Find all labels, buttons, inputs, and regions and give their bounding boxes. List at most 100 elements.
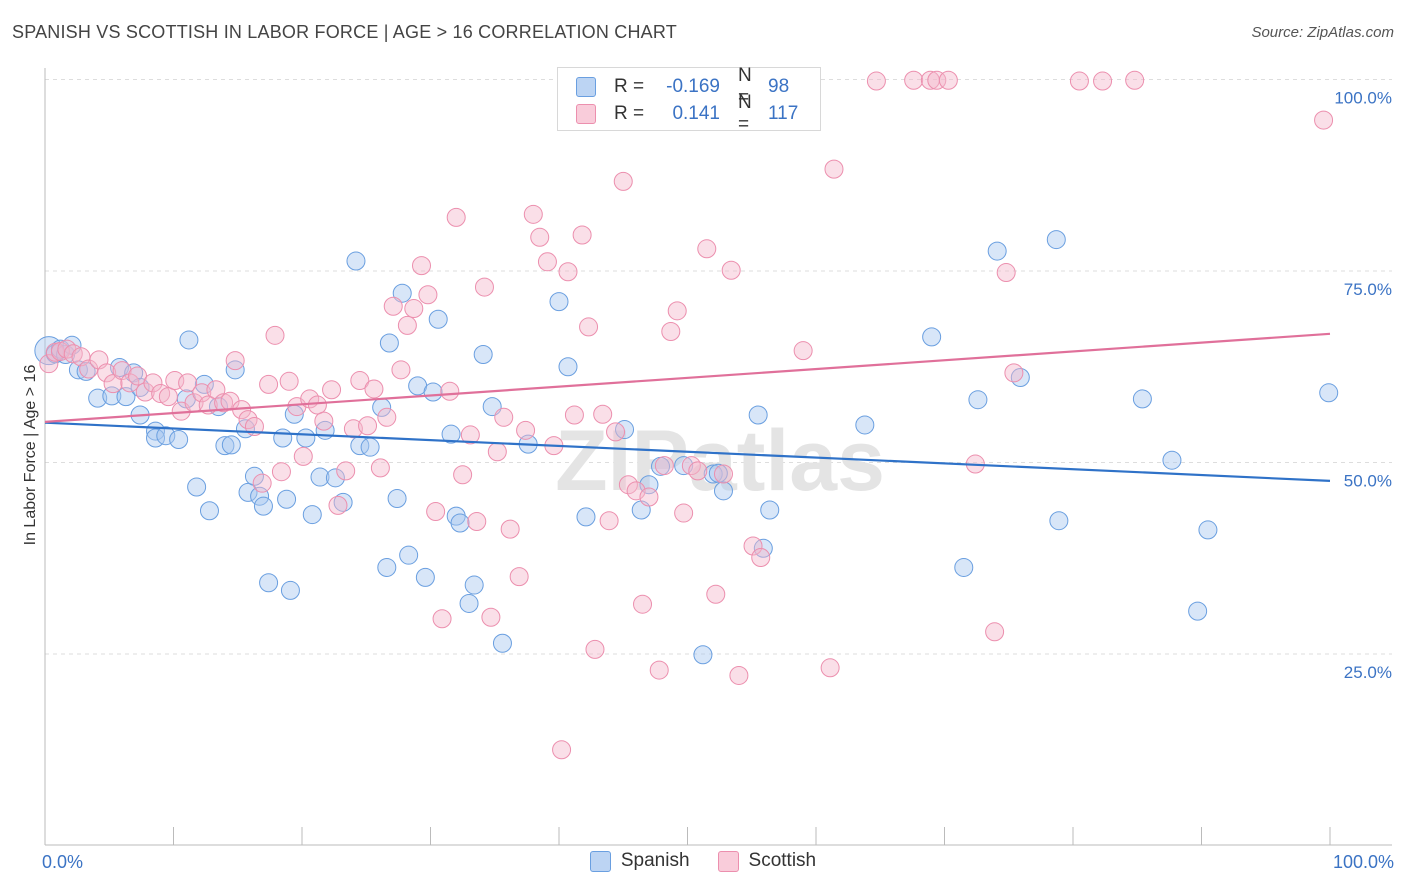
stats-legend: R = -0.169 N = 98 R = 0.141 N = 117: [557, 65, 821, 135]
watermark: ZIPatlas: [555, 413, 885, 509]
scottish-point: [516, 420, 536, 440]
x-tick-max: 100.0%: [1332, 852, 1394, 872]
spanish-point: [392, 283, 412, 303]
scottish-point: [606, 422, 626, 442]
spanish-point: [1049, 511, 1069, 531]
y-tick-labels: 25.0% 50.0% 75.0% 100.0%: [1334, 89, 1392, 683]
scottish-point: [904, 70, 924, 90]
scottish-point: [706, 584, 726, 604]
scottish-point: [418, 285, 438, 305]
spanish-point: [102, 386, 122, 406]
y-tick-label: 50.0%: [1344, 472, 1392, 491]
r-value: -0.169: [666, 76, 720, 97]
spanish-point: [346, 251, 366, 271]
n-label: N =: [738, 65, 752, 108]
spanish-point: [1198, 520, 1218, 540]
spanish-point: [693, 645, 713, 665]
spanish-point: [244, 466, 264, 486]
scottish-point: [467, 511, 487, 531]
scottish-point: [322, 380, 342, 400]
scottish-point: [103, 374, 123, 394]
spanish-point: [179, 330, 199, 350]
spanish-point: [1188, 601, 1208, 621]
scottish-point: [446, 207, 466, 227]
legend-row-scottish: R = 0.141 N = 117: [576, 92, 808, 135]
scottish-point: [639, 487, 659, 507]
spanish-point: [987, 241, 1007, 261]
scottish-point: [487, 442, 507, 462]
source-credit: Source: ZipAtlas.com: [1251, 24, 1394, 41]
scottish-point: [681, 456, 701, 476]
scottish-point: [572, 225, 592, 245]
scottish-point: [697, 239, 717, 259]
scottish-point: [494, 407, 514, 427]
scottish-point: [271, 462, 291, 482]
spanish-point: [1319, 383, 1339, 403]
scottish-point: [265, 325, 285, 345]
series-legend: Spanish Scottish: [0, 850, 1406, 872]
spanish-point: [968, 390, 988, 410]
spanish-point: [708, 463, 728, 483]
scottish-point: [481, 607, 501, 627]
scottish-point: [626, 481, 646, 501]
spanish-point: [379, 333, 399, 353]
spanish-point: [748, 405, 768, 425]
chart-title: SPANISH VS SCOTTISH IN LABOR FORCE | AGE…: [12, 22, 677, 42]
scottish-point: [751, 547, 771, 567]
spanish-point: [703, 464, 723, 484]
spanish-point: [169, 430, 189, 450]
spanish-point: [215, 436, 235, 456]
scottish-point: [599, 511, 619, 531]
scottish-point: [151, 384, 171, 404]
scottish-point: [500, 519, 520, 539]
spanish-point: [110, 358, 130, 378]
spanish-point: [302, 505, 322, 525]
scottish-point: [397, 315, 417, 335]
spanish-point: [399, 545, 419, 565]
scottish-point: [537, 252, 557, 272]
scottish-point: [343, 419, 363, 439]
spanish-point: [199, 501, 219, 521]
spanish-point: [954, 557, 974, 577]
scottish-point: [158, 387, 178, 407]
y-tick-label: 75.0%: [1344, 280, 1392, 299]
spanish-point: [76, 361, 96, 381]
spanish-point: [88, 388, 108, 408]
spanish-point: [558, 357, 578, 377]
scottish-point: [793, 341, 813, 361]
scottish-point: [364, 379, 384, 399]
spanish-point: [325, 468, 345, 488]
scottish-point: [225, 351, 245, 371]
scottish-point: [112, 361, 132, 381]
scottish-point: [866, 71, 886, 91]
spanish-point: [459, 593, 479, 613]
scottish-point: [509, 567, 529, 587]
scottish-point: [307, 395, 327, 415]
spanish-point: [760, 500, 780, 520]
scottish-point: [674, 503, 694, 523]
scottish-point: [1069, 71, 1089, 91]
scottish-point: [293, 446, 313, 466]
scottish-point: [654, 456, 674, 476]
spanish-point: [450, 513, 470, 533]
legend-item-scottish: Scottish: [717, 850, 817, 872]
x-tick-min: 0.0%: [42, 852, 84, 872]
spanish-point: [187, 477, 207, 497]
spanish-point: [310, 467, 330, 487]
y-tick-label: 25.0%: [1344, 663, 1392, 682]
scottish-point: [552, 740, 572, 760]
scottish-point: [377, 407, 397, 427]
spanish-point: [280, 580, 300, 600]
spanish-point: [387, 489, 407, 509]
scottish-point: [996, 263, 1016, 283]
legend-label: Scottish: [748, 850, 817, 871]
spanish-point: [1162, 450, 1182, 470]
spanish-point: [333, 492, 353, 512]
spanish-point: [238, 482, 258, 502]
n-value: 98: [768, 76, 790, 97]
scottish-point: [336, 461, 356, 481]
scottish-points: [39, 70, 1334, 760]
scottish-point: [404, 299, 424, 319]
scottish-point: [350, 371, 370, 391]
r-label: R =: [614, 76, 645, 97]
